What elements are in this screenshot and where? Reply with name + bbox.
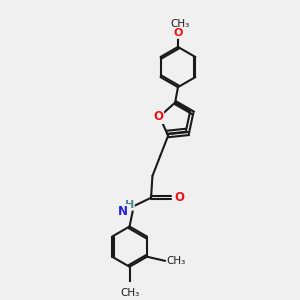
Text: CH₃: CH₃	[167, 256, 186, 266]
Text: O: O	[173, 28, 183, 38]
Text: CH₃: CH₃	[170, 19, 190, 29]
Text: O: O	[153, 110, 163, 123]
Text: H: H	[124, 200, 134, 210]
Text: CH₃: CH₃	[120, 288, 139, 298]
Text: O: O	[174, 191, 184, 204]
Text: N: N	[118, 205, 128, 218]
